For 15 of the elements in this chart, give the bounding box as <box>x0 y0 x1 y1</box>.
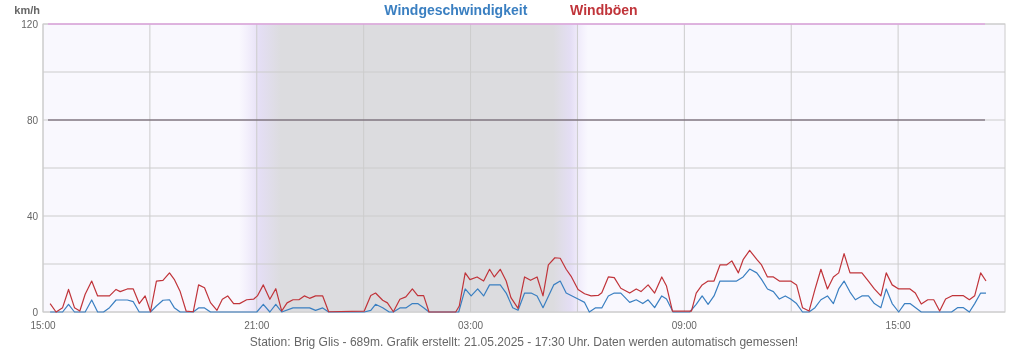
x-tick-label: 15:00 <box>885 320 912 331</box>
x-tick-label: 21:00 <box>244 320 270 331</box>
x-tick-label: 03:00 <box>458 320 484 331</box>
line-series <box>49 268 987 313</box>
text: Windböen <box>570 2 638 18</box>
y-tick-label: 120 <box>21 18 39 30</box>
y-tick-label: 40 <box>26 210 39 222</box>
text: Windgeschwindigkeit <box>384 2 528 18</box>
y-axis-title: km/h <box>14 4 41 16</box>
x-tick-label: 15:00 <box>30 320 56 331</box>
line-series <box>49 249 987 313</box>
x-tick-label: 09:00 <box>671 320 698 331</box>
y-tick-label: 80 <box>26 114 39 126</box>
text: Station: Brig Glis - 689m. Grafik erstellt: 21.05.2025 - 17:30 Uhr. Daten werden automatisch gemessen! <box>249 335 799 349</box>
y-tick-label: 0 <box>32 306 39 318</box>
